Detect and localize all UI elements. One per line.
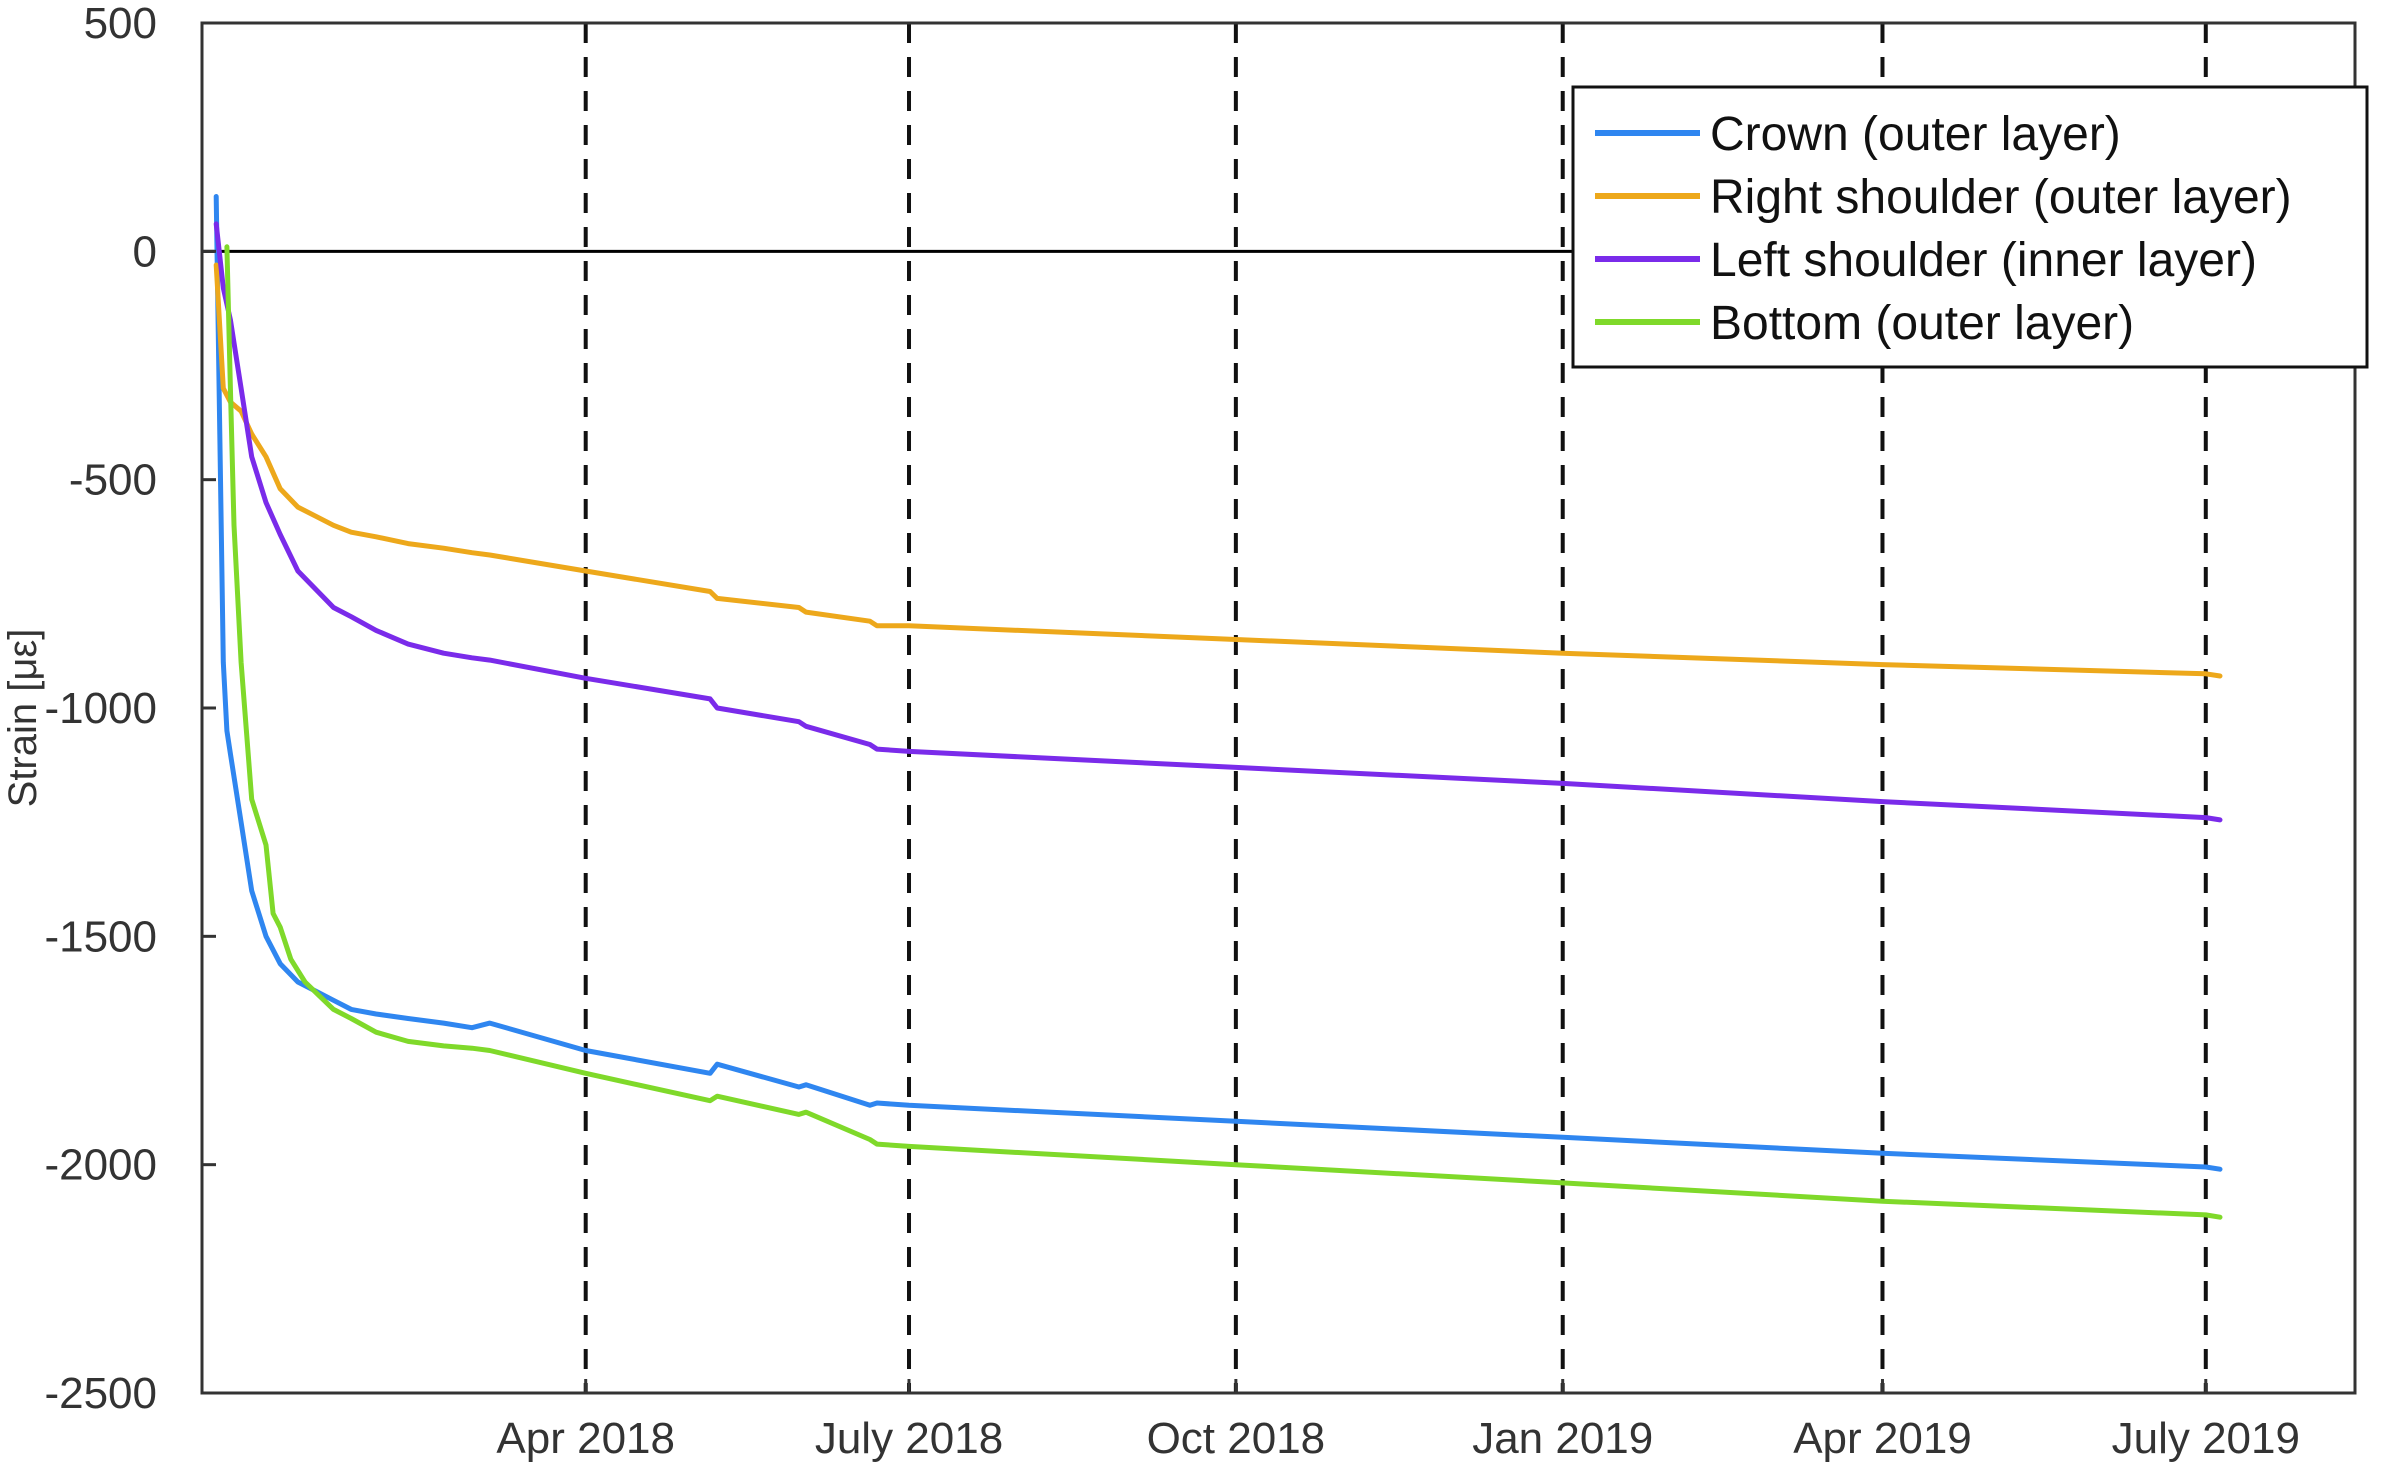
legend-label: Bottom (outer layer) — [1710, 297, 2134, 350]
x-tick-label: Apr 2018 — [496, 1414, 675, 1463]
x-tick-label: Apr 2019 — [1793, 1414, 1972, 1463]
series-line-3 — [224, 244, 2223, 1220]
legend-label: Crown (outer layer) — [1710, 108, 2121, 161]
series-line-1 — [213, 262, 2223, 679]
legend: Crown (outer layer) Right shoulder (outer… — [1571, 85, 2369, 369]
x-tick-label: July 2019 — [2112, 1414, 2300, 1463]
y-tick-label: -2500 — [44, 1369, 157, 1418]
vertical-dashed-gridlines — [583, 23, 2208, 1393]
series-line-0 — [213, 194, 2223, 1172]
y-tick-label: -1500 — [44, 912, 157, 961]
y-axis-label: Strain [με] — [1, 629, 45, 808]
y-tick-label: 500 — [84, 0, 157, 48]
legend-label: Left shoulder (inner layer) — [1710, 234, 2257, 287]
series-lines — [213, 194, 2223, 1220]
legend-box — [1571, 85, 2369, 369]
series-line-2 — [213, 221, 2223, 823]
x-tick-label: Oct 2018 — [1147, 1414, 1326, 1463]
legend-label: Right shoulder (outer layer) — [1710, 171, 2292, 224]
y-tick-label: -2000 — [44, 1141, 157, 1190]
x-tick-label: Jan 2019 — [1472, 1414, 1653, 1463]
y-axis-ticks: 500 0 -500 -1000 -1500 -2000 -2500 — [44, 0, 216, 1418]
y-tick-label: 0 — [133, 227, 157, 276]
x-tick-label: July 2018 — [815, 1414, 1003, 1463]
y-tick-label: -1000 — [44, 684, 157, 733]
y-tick-label: -500 — [69, 456, 157, 505]
x-axis-ticks: Apr 2018 July 2018 Oct 2018 Jan 2019 Apr 201… — [496, 1379, 2300, 1463]
